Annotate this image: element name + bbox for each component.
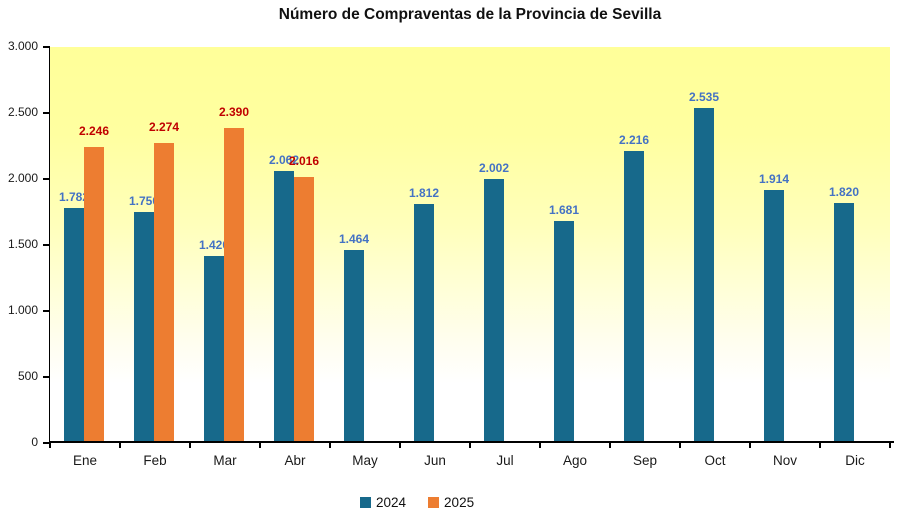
y-axis-label-1.500: 1.500 (7, 237, 38, 251)
x-axis-label-Mar: Mar (213, 453, 237, 468)
legend-label-2024: 2024 (376, 495, 407, 510)
data-label-2024-Oct: 2.535 (688, 90, 720, 105)
x-tick-9 (679, 441, 681, 448)
data-label-2024-Abr: 2.062 (268, 152, 300, 167)
bar-2025-Ene (84, 146, 104, 443)
bar-2024-Ene (64, 207, 84, 443)
x-tick-4 (329, 441, 331, 448)
x-tick-10 (749, 441, 751, 448)
data-label-2025-Abr: 2.016 (288, 153, 320, 168)
x-axis-label-Nov: Nov (772, 453, 797, 468)
x-tick-6 (469, 441, 471, 448)
bar-2024-Dic (834, 202, 854, 443)
legend-swatch-2025 (428, 497, 440, 508)
x-tick-1 (119, 441, 121, 448)
x-axis-label-Abr: Abr (284, 453, 306, 468)
bar-2024-Jun (414, 203, 434, 443)
y-axis-label-0: 0 (31, 435, 38, 449)
y-axis-label-2.500: 2.500 (7, 105, 38, 119)
data-label-2024-Jun: 1.812 (408, 185, 440, 200)
bar-2025-Abr (294, 176, 314, 443)
y-tick-2.500 (43, 112, 50, 114)
x-axis-label-Feb: Feb (143, 453, 167, 468)
x-tick-2 (189, 441, 191, 448)
x-axis-label-Ago: Ago (562, 453, 588, 468)
x-axis-label-Ene: Ene (72, 453, 98, 468)
y-tick-2.000 (43, 178, 50, 180)
legend-label-2025: 2025 (444, 495, 475, 510)
legend-item-2025: 2025 (428, 495, 474, 510)
y-tick-500 (43, 376, 50, 378)
bar-2025-Feb (154, 142, 174, 443)
bar-2024-Sep (624, 150, 644, 443)
x-tick-3 (259, 441, 261, 448)
bar-2024-Oct (694, 108, 714, 443)
x-tick-8 (609, 441, 611, 448)
bar-2024-Feb (134, 212, 154, 443)
data-label-2024-Ene: 1.782 (58, 189, 90, 204)
data-label-2024-Jul: 2.002 (478, 160, 510, 175)
legend-item-2024: 2024 (360, 495, 406, 510)
bar-2024-Nov (764, 190, 784, 443)
data-label-2024-May: 1.464 (338, 231, 370, 246)
data-label-2024-Ago: 1.681 (548, 203, 580, 218)
y-axis-label-3.000: 3.000 (7, 39, 38, 53)
y-tick-1.000 (43, 310, 50, 312)
legend-swatch-2024 (360, 497, 371, 508)
x-axis-label-Jun: Jun (424, 453, 446, 468)
bar-2024-Ago (554, 221, 574, 443)
y-tick-1.500 (43, 244, 50, 246)
chart-title: Número de Compraventas de la Provincia d… (278, 6, 662, 23)
y-tick-0 (43, 442, 50, 444)
x-tick-0 (49, 441, 51, 448)
data-label-2024-Feb: 1.750 (128, 194, 160, 208)
legend: 2024 2025 (360, 495, 474, 510)
bar-2024-Jul (484, 178, 504, 443)
data-label-2025-Feb: 2.274 (148, 119, 180, 134)
bar-2024-Abr (274, 170, 294, 443)
data-label-2024-Sep: 2.216 (618, 132, 650, 147)
x-tick-11 (819, 441, 821, 448)
y-axis-label-1.000: 1.000 (7, 303, 38, 317)
x-tick-7 (539, 441, 541, 448)
y-tick-3.000 (43, 46, 50, 48)
x-axis-label-Sep: Sep (632, 453, 658, 468)
data-label-2024-Dic: 1.820 (828, 184, 860, 199)
data-label-2025-Ene: 2.246 (78, 123, 110, 138)
y-axis-label-2.000: 2.000 (7, 171, 38, 185)
bar-2024-Mar (204, 255, 224, 443)
data-label-2024-Nov: 1.914 (758, 172, 790, 187)
x-axis-label-Jul: Jul (496, 453, 514, 468)
x-axis-line (48, 441, 894, 444)
y-axis-label-500: 500 (17, 369, 38, 383)
x-tick-12 (889, 441, 891, 448)
x-axis-label-Oct: Oct (704, 453, 726, 468)
x-tick-5 (399, 441, 401, 448)
data-label-2024-Mar: 1.420 (198, 237, 230, 252)
x-axis-label-Dic: Dic (845, 453, 865, 468)
bar-2024-May (344, 249, 364, 443)
plot-area: 1.782 1.750 1.420 2.062 1.464 1.812 2.002 1.681… (50, 47, 890, 443)
x-axis-label-May: May (352, 453, 378, 468)
bar-2025-Mar (224, 127, 244, 443)
data-label-2025-Mar: 2.390 (218, 104, 250, 119)
